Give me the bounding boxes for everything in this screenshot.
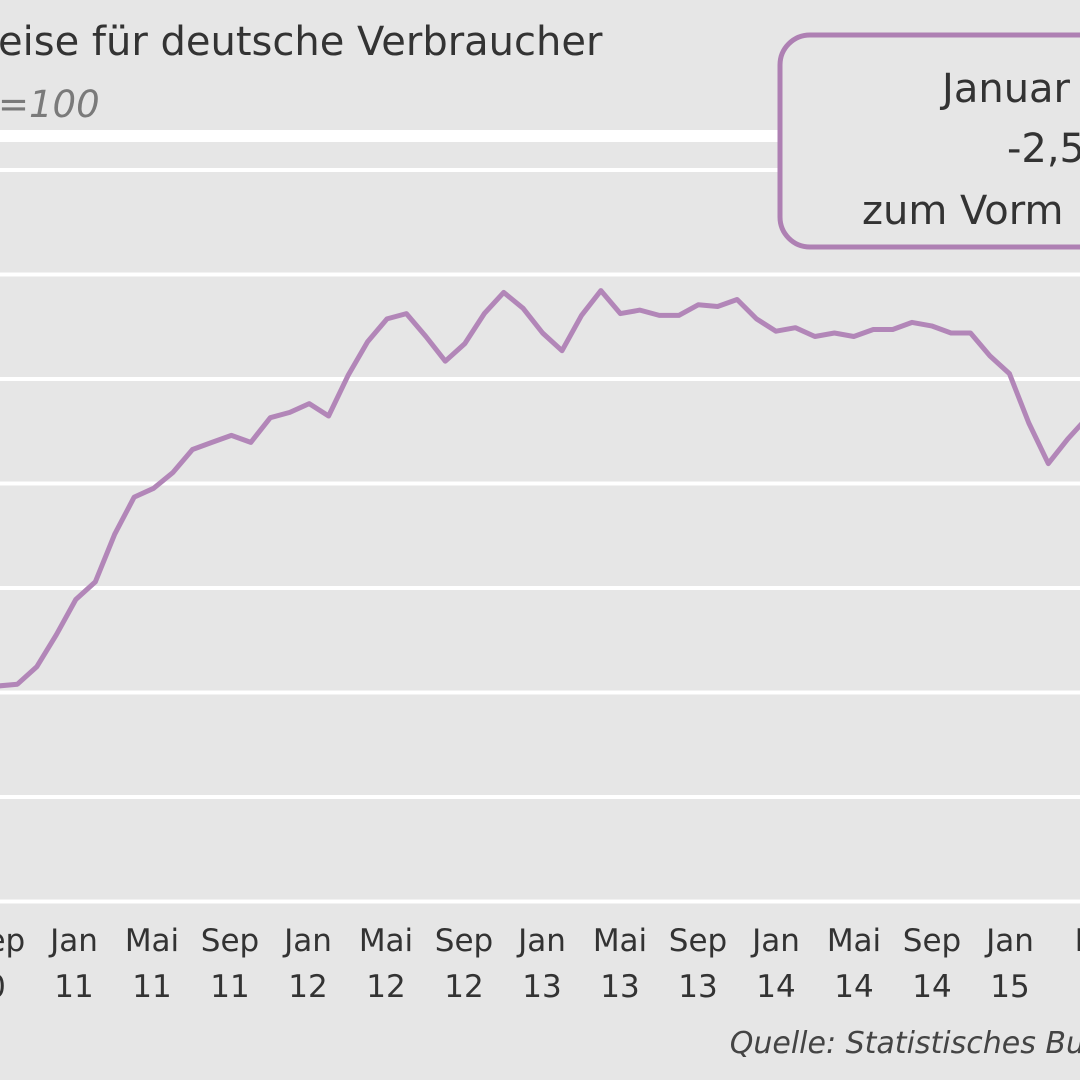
x-tick-label-year: 13 [522,969,561,1005]
header-separator [0,130,780,142]
series-layer [0,288,1080,689]
grid-layer [0,168,1080,904]
callout-line-2: -2,5 [1007,126,1080,172]
source-note: Quelle: Statistisches Bu [730,1026,1080,1061]
x-tick-label-month: Sep [0,923,25,959]
x-tick-label-year: 14 [756,969,795,1005]
x-tick-label-year: 14 [912,969,951,1005]
x-tick-label-month: Mai [827,923,881,959]
x-tick-label-year: 11 [54,969,93,1005]
callout-box [777,32,1080,250]
x-axis-ticks: Sep 0 Jan 11 Mai 11 Sep 11 Jan 12 Mai 12 Sep 12 Jan 13 M… [0,923,1080,1005]
x-tick-label-year: 11 [132,969,171,1005]
x-tick-label-month: Jan [282,923,332,959]
x-tick-label-year: 0 [0,969,6,1005]
callout-line-1: Januar [939,66,1071,112]
x-tick-label-month: Jan [984,923,1034,959]
x-tick-label-month: Jan [48,923,98,959]
x-tick-label-year: 11 [210,969,249,1005]
x-tick-label-year: 12 [444,969,483,1005]
x-tick-label-year: 12 [288,969,327,1005]
x-tick-label-year: 13 [600,969,639,1005]
x-tick-label-year: 14 [834,969,873,1005]
x-tick-label-month: Sep [201,923,259,959]
x-tick-label-year: 12 [366,969,405,1005]
x-tick-label-year: 1 [1078,969,1080,1005]
x-tick-label-month: Jan [750,923,800,959]
x-tick-label-month: Sep [669,923,727,959]
x-tick-label-month: Mai [593,923,647,959]
chart-subtitle: =100 [0,83,100,126]
callout-line-3: zum Vorm [862,188,1063,234]
x-tick-label-month: Sep [435,923,493,959]
x-tick-label-month: Sep [903,923,961,959]
x-tick-label-year: 15 [990,969,1029,1005]
series-line [0,288,1080,689]
x-tick-label-month: Mai [125,923,179,959]
chart-title: eise für deutsche Verbraucher [0,19,603,65]
x-tick-label-month: M [1075,923,1080,959]
x-tick-label-year: 13 [678,969,717,1005]
x-tick-label-month: Jan [516,923,566,959]
x-tick-label-month: Mai [359,923,413,959]
